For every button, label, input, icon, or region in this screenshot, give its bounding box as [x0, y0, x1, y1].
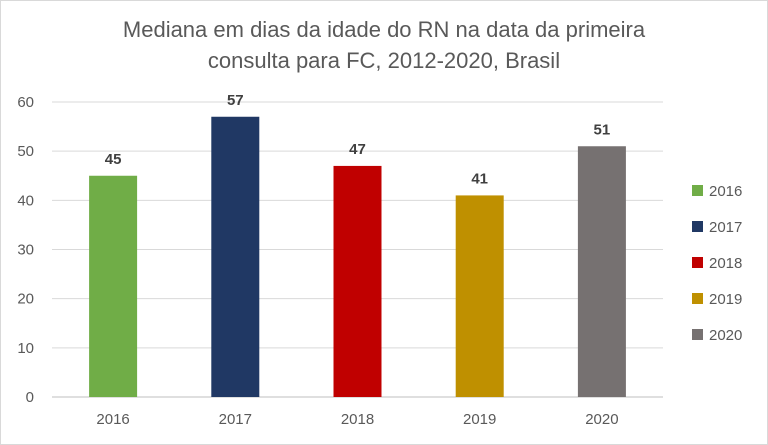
legend-swatch-2018: [692, 257, 703, 268]
chart-title-line-1: Mediana em dias da idade do RN na data d…: [122, 17, 646, 42]
data-label-2018: 47: [349, 141, 366, 158]
legend-label-2016: 2016: [709, 183, 742, 200]
data-label-2019: 41: [471, 170, 488, 187]
y-tick-label: 40: [17, 192, 34, 209]
x-tick-label: 2018: [341, 411, 374, 428]
data-label-2020: 51: [594, 121, 611, 138]
chart-title: Mediana em dias da idade do RN na data d…: [0, 14, 768, 76]
y-tick-label: 50: [17, 143, 34, 160]
x-tick-label: 2019: [463, 411, 496, 428]
legend-label-2017: 2017: [709, 219, 742, 236]
data-labels: 45 57 47 41 51: [105, 92, 610, 188]
legend-label-2020: 2020: [709, 327, 742, 344]
chart-title-line-2: consulta para FC, 2012-2020, Brasil: [207, 48, 561, 73]
legend-swatch-2019: [692, 293, 703, 304]
data-label-2016: 45: [105, 151, 122, 168]
y-tick-label: 30: [17, 242, 34, 259]
legend-label-2019: 2019: [709, 291, 742, 308]
bar-2019: [455, 195, 504, 397]
bars: [89, 116, 626, 397]
y-tick-label: 20: [17, 291, 34, 308]
bar-2020: [577, 146, 626, 397]
x-axis-ticks: 2016 2017 2018 2019 2020: [96, 411, 618, 428]
y-axis-ticks: 0 10 20 30 40 50 60: [17, 94, 34, 406]
y-tick-label: 10: [17, 340, 34, 357]
legend: 2016 2017 2018 2019 2020: [692, 183, 742, 344]
y-tick-label: 60: [17, 94, 34, 111]
bar-2017: [211, 116, 260, 397]
data-label-2017: 57: [227, 92, 244, 109]
bar-2016: [89, 175, 138, 397]
legend-swatch-2017: [692, 221, 703, 232]
legend-swatch-2016: [692, 185, 703, 196]
legend-swatch-2020: [692, 329, 703, 340]
x-tick-label: 2016: [96, 411, 129, 428]
x-tick-label: 2020: [585, 411, 618, 428]
legend-label-2018: 2018: [709, 255, 742, 272]
x-tick-label: 2017: [219, 411, 252, 428]
bar-2018: [333, 165, 382, 397]
y-tick-label: 0: [26, 389, 34, 406]
